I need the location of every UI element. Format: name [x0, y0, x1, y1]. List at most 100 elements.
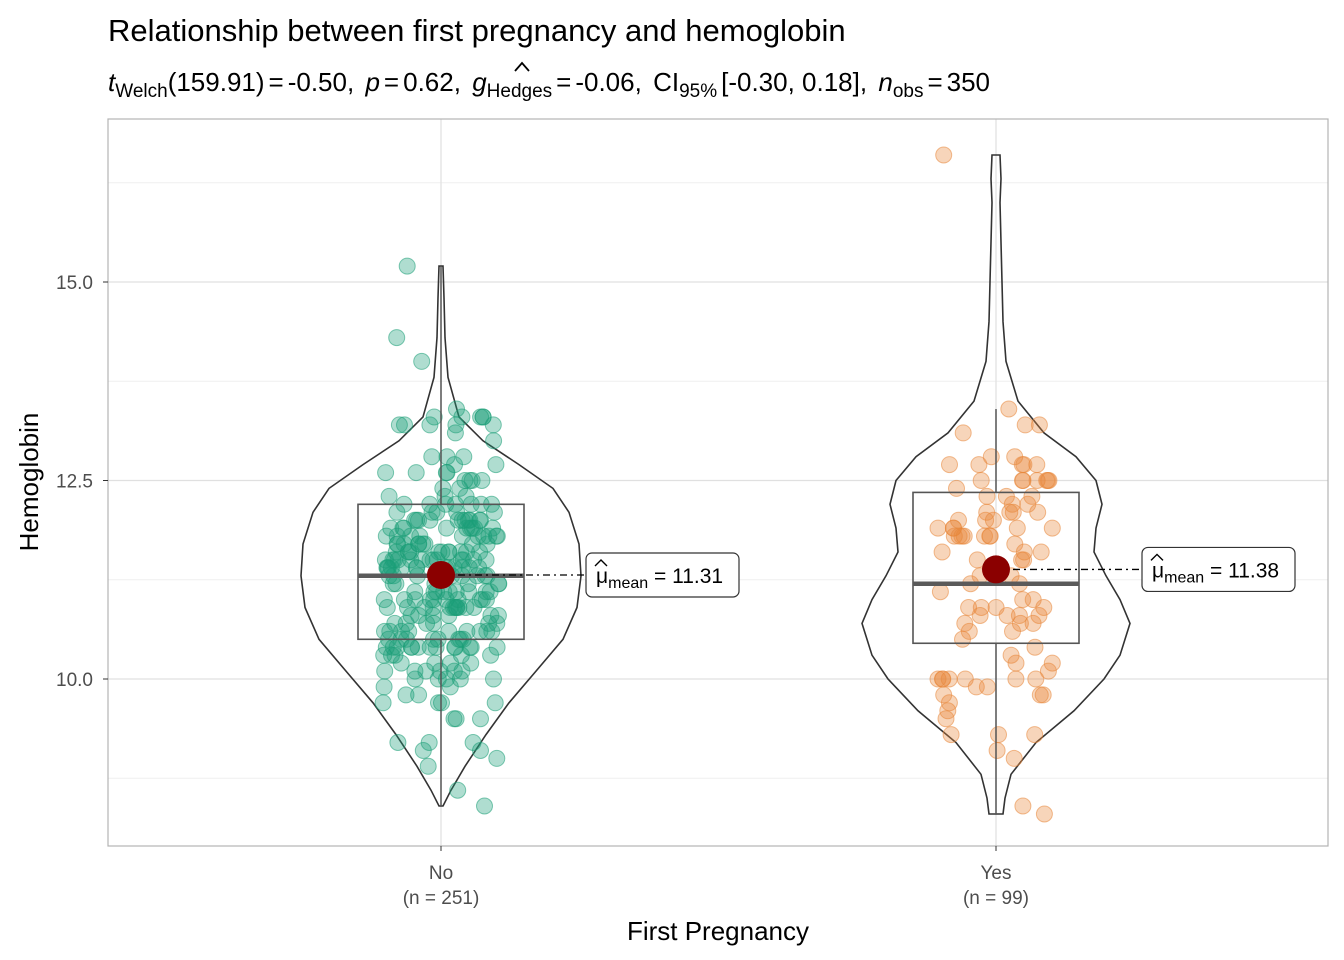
data-point: [429, 670, 447, 688]
data-point: [485, 432, 503, 450]
data-point: [406, 662, 424, 680]
data-point: [398, 257, 416, 275]
data-point: [968, 551, 986, 569]
t-value: -0.50: [288, 67, 347, 97]
data-point: [487, 456, 505, 474]
data-point: [395, 535, 413, 553]
data-point: [380, 487, 398, 505]
data-point: [997, 487, 1015, 505]
data-point: [397, 686, 415, 704]
data-point: [935, 686, 953, 704]
data-point: [389, 734, 407, 751]
data-point: [988, 742, 1006, 759]
data-point: [464, 734, 482, 751]
g-subscript: Hedges: [487, 81, 553, 102]
data-point: [453, 662, 471, 680]
mean-value: = 11.31: [648, 565, 723, 588]
data-point: [421, 511, 439, 529]
data-point: [1026, 726, 1044, 744]
data-point: [931, 583, 949, 601]
data-point: [461, 511, 479, 529]
mean-point: [982, 555, 1010, 584]
data-point: [960, 599, 978, 616]
data-point: [419, 757, 437, 775]
eq-5: =: [927, 67, 942, 97]
n-symbol: n: [878, 67, 892, 97]
data-point: [445, 710, 463, 728]
data-point: [407, 464, 425, 482]
data-point: [1023, 487, 1041, 505]
data-point: [477, 551, 495, 569]
data-point: [421, 638, 439, 656]
p-symbol: p: [364, 67, 379, 97]
data-point: [1014, 472, 1032, 489]
data-point: [1039, 472, 1057, 489]
sep-1: ,: [347, 67, 354, 97]
mean-value: = 11.38: [1204, 559, 1279, 582]
mean-labels: μmean = 11.31 μmean = 11.38: [585, 546, 1296, 598]
data-point: [446, 424, 464, 442]
data-point: [1029, 503, 1047, 521]
data-point: [423, 448, 441, 466]
data-point: [438, 464, 456, 482]
data-point: [392, 654, 410, 672]
data-point: [976, 527, 993, 545]
data-point: [945, 527, 963, 545]
data-point: [376, 662, 394, 680]
y-tick-label: 15.0: [56, 273, 93, 294]
data-point: [950, 511, 967, 529]
data-point: [1035, 599, 1053, 616]
data-point: [416, 599, 434, 616]
data-point: [955, 527, 973, 545]
data-point: [1007, 670, 1025, 688]
data-point: [972, 472, 990, 489]
x-axis-title: First Pregnancy: [627, 916, 809, 946]
data-point: [449, 591, 467, 609]
data-point: [942, 726, 960, 744]
n-value: 350: [947, 67, 990, 97]
data-point: [420, 734, 438, 751]
data-point: [956, 670, 974, 688]
x-ticks: No (n = 251) Yes (n = 99): [403, 846, 1029, 909]
data-point: [1043, 519, 1061, 537]
mu-hat-icon: [594, 558, 608, 567]
x-tick-count: (n = 99): [963, 888, 1029, 909]
sep-3: ,: [635, 67, 642, 97]
data-point: [1007, 654, 1025, 672]
data-point: [984, 511, 1002, 529]
data-point: [438, 519, 455, 537]
box-iqr: [912, 491, 1080, 645]
data-point: [388, 329, 406, 347]
data-point: [449, 781, 467, 799]
data-point: [1030, 416, 1048, 434]
mean-point: [427, 560, 455, 589]
mean-label-box: [1141, 546, 1296, 593]
data-point: [472, 710, 489, 728]
data-point: [929, 519, 947, 537]
data-point: [410, 686, 428, 704]
mu-symbol: μ: [1152, 559, 1164, 582]
violins: [300, 154, 1131, 815]
y-tick-label: 10.0: [56, 670, 93, 691]
g-value: -0.06: [575, 67, 634, 97]
x-tick-count: (n = 251): [403, 888, 480, 909]
data-point: [1014, 591, 1032, 609]
g-symbol: g: [472, 67, 487, 97]
data-point: [473, 472, 491, 489]
data-point: [978, 487, 996, 505]
g-hat-icon: [514, 61, 530, 72]
data-point: [981, 527, 999, 545]
data-point: [485, 503, 503, 521]
data-point: [430, 543, 448, 561]
data-point: [998, 607, 1016, 624]
data-point: [457, 487, 475, 505]
data-point: [425, 614, 442, 632]
data-point: [1013, 551, 1031, 569]
data-point: [486, 694, 504, 712]
data-point: [377, 464, 395, 482]
points: [374, 146, 1061, 823]
data-point: [954, 424, 972, 442]
chart-subtitle: tWelch(159.91) = -0.50, p = 0.62, gHedges = -0…: [108, 67, 990, 102]
data-point: [1006, 535, 1024, 553]
data-point: [375, 646, 393, 664]
